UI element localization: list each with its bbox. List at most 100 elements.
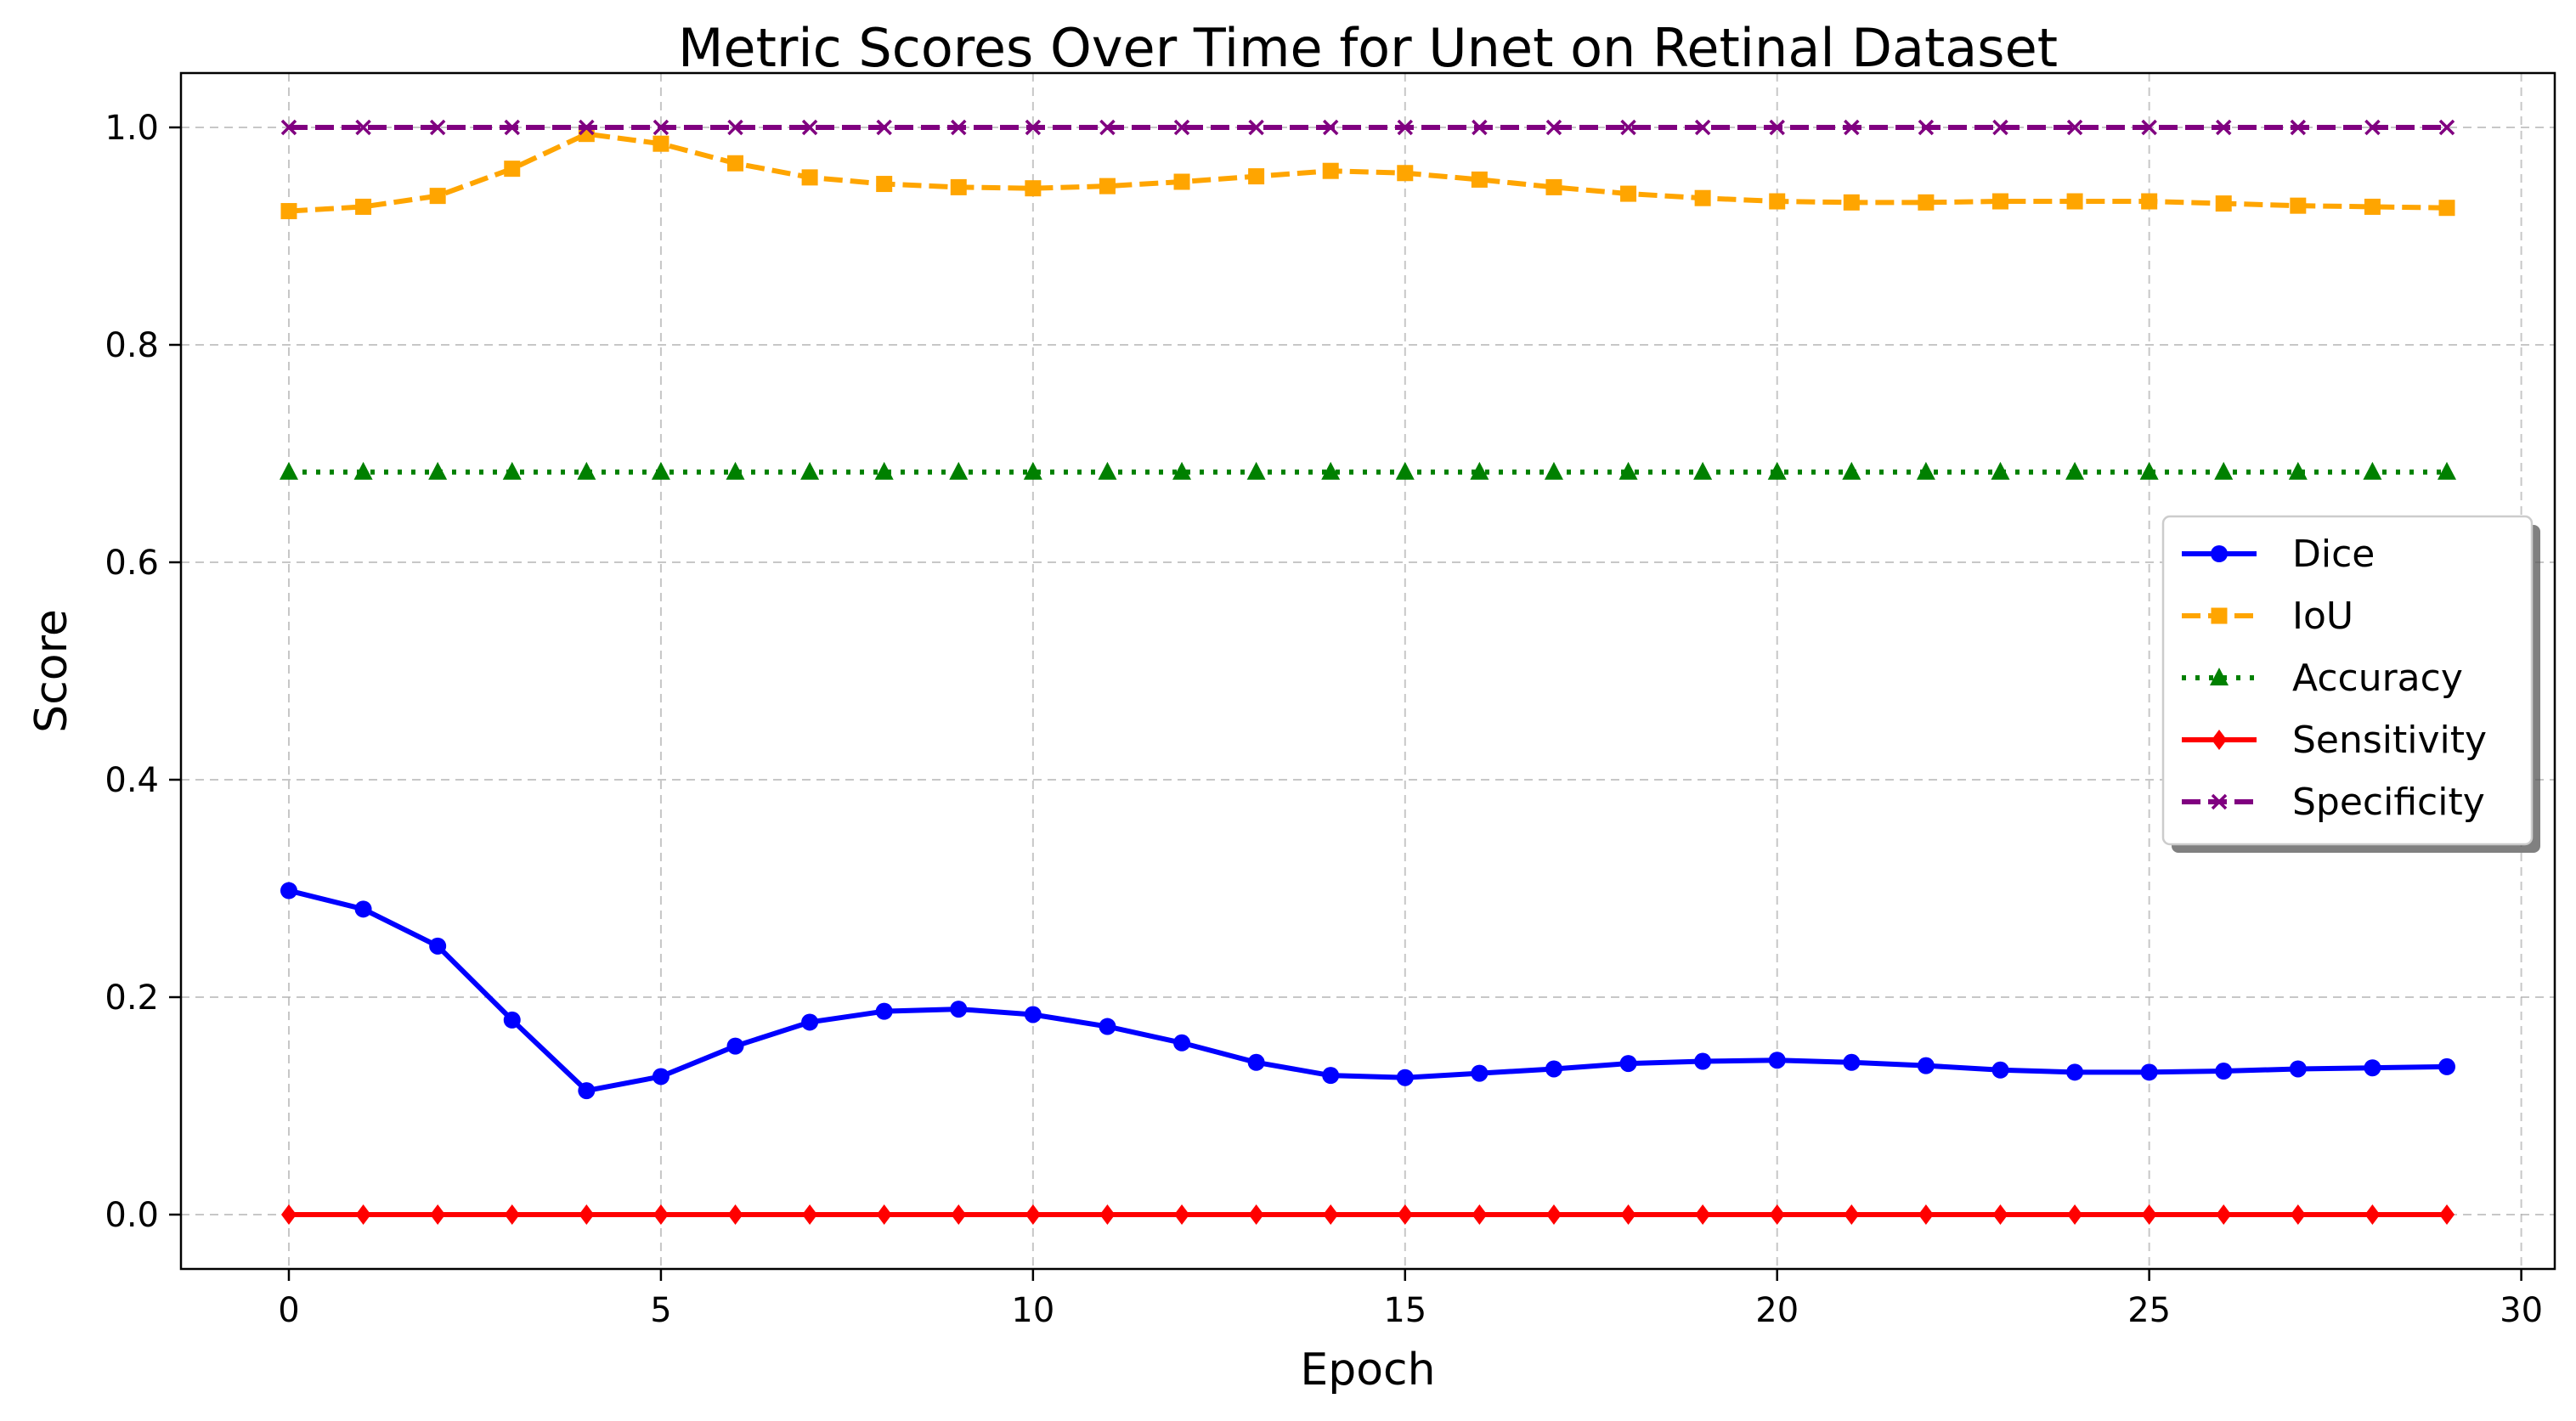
specificity-point	[801, 119, 818, 136]
specificity-point	[652, 119, 669, 136]
dice-point	[801, 1013, 819, 1031]
x-axis-label: Epoch	[1300, 1345, 1435, 1396]
accuracy-point	[1842, 461, 1861, 480]
x-marker-stroke	[951, 119, 967, 136]
x-marker-stroke	[1322, 119, 1339, 136]
x-marker-stroke	[504, 119, 520, 136]
x-marker-stroke	[1769, 119, 1785, 136]
sensitivity-point	[1025, 1204, 1041, 1225]
y-tick-label: 0.2	[105, 978, 159, 1018]
series-dice	[280, 882, 2455, 1100]
series-group	[280, 119, 2456, 1225]
dice-point	[578, 1082, 596, 1100]
specificity-point	[2216, 119, 2232, 136]
iou-point	[355, 198, 372, 215]
dice-point	[429, 937, 447, 955]
iou-point	[801, 169, 818, 186]
sensitivity-point	[2439, 1204, 2455, 1225]
dice-point	[1545, 1060, 1562, 1078]
accuracy-point	[1023, 461, 1042, 480]
dice-point	[1991, 1061, 2009, 1079]
x-tick-label: 15	[1383, 1291, 1426, 1330]
accuracy-point	[2214, 461, 2234, 480]
specificity-point	[1918, 119, 1935, 136]
x-tick-label: 30	[2500, 1291, 2543, 1330]
accuracy-point	[577, 461, 596, 480]
dice-point	[1396, 1069, 1414, 1086]
iou-point	[1918, 194, 1935, 211]
dice-point	[1843, 1053, 1861, 1071]
iou-point	[2364, 198, 2381, 215]
accuracy-point	[1767, 461, 1787, 480]
x-marker-stroke	[1992, 119, 2008, 136]
specificity-point	[1248, 119, 1264, 136]
iou-point	[1322, 162, 1339, 179]
sensitivity-point	[727, 1204, 743, 1225]
series-sensitivity	[281, 1204, 2455, 1225]
y-axis-label: Score	[26, 609, 77, 733]
iou-point	[429, 188, 446, 205]
accuracy-point	[1395, 461, 1415, 480]
iou-point	[1991, 193, 2008, 210]
dice-point	[726, 1037, 744, 1055]
x-marker-stroke	[1397, 119, 1414, 136]
legend-item-specificity: Specificity	[2182, 781, 2485, 824]
specificity-point	[2141, 119, 2157, 136]
iou-point	[1694, 189, 1711, 206]
specificity-point	[1620, 119, 1636, 136]
accuracy-point	[949, 461, 969, 480]
legend-label: Sensitivity	[2292, 719, 2487, 762]
iou-point	[2215, 195, 2232, 212]
sensitivity-point	[2216, 1204, 2232, 1225]
sensitivity-point	[1992, 1204, 2008, 1225]
specificity-point	[1694, 119, 1711, 136]
accuracy-point	[428, 461, 448, 480]
legend-label: Dice	[2292, 533, 2375, 576]
series-accuracy	[280, 461, 2456, 480]
x-marker-stroke	[2211, 793, 2228, 810]
dice-point	[2289, 1060, 2307, 1078]
series-specificity	[280, 119, 2455, 136]
specificity-point	[355, 119, 371, 136]
legend: Dice IoU Accuracy Sensitivity Specificity	[2161, 515, 2540, 853]
x-marker-stroke	[1248, 119, 1264, 136]
dice-point	[503, 1011, 521, 1029]
x-tick-label: 20	[1755, 1291, 1799, 1330]
x-marker-stroke	[1620, 119, 1636, 136]
specificity-point	[579, 119, 595, 136]
chart-title: Metric Scores Over Time for Unet on Reti…	[678, 17, 2058, 79]
specificity-point	[1397, 119, 1414, 136]
dice-point	[2438, 1057, 2455, 1075]
x-marker-stroke	[355, 119, 371, 136]
specificity-point	[2438, 119, 2455, 136]
x-marker-stroke	[1173, 119, 1190, 136]
x-marker-stroke	[1099, 119, 1116, 136]
iou-point	[1769, 193, 1786, 210]
x-marker-stroke	[2141, 119, 2157, 136]
legend-swatch-marker	[2211, 545, 2228, 562]
iou-point	[1025, 180, 1042, 197]
specificity-point	[1099, 119, 1116, 136]
accuracy-point	[2363, 461, 2382, 480]
x-marker-stroke	[2290, 119, 2307, 136]
iou-point	[1397, 165, 1414, 182]
iou-point	[1471, 171, 1488, 188]
iou-point	[1173, 173, 1190, 190]
sensitivity-point	[504, 1204, 520, 1225]
sensitivity-point	[2290, 1204, 2306, 1225]
accuracy-point	[280, 461, 298, 480]
dice-point	[1694, 1052, 1712, 1070]
dice-point	[280, 882, 297, 899]
dice-point	[652, 1068, 669, 1085]
sensitivity-point	[1323, 1204, 1339, 1225]
specificity-point	[1173, 119, 1190, 136]
accuracy-point	[1246, 461, 1266, 480]
dice-line	[288, 888, 2448, 1094]
iou-point	[652, 135, 669, 152]
accuracy-point	[2438, 461, 2456, 480]
sensitivity-point	[2141, 1204, 2157, 1225]
legend-item-sensitivity: Sensitivity	[2182, 719, 2487, 762]
accuracy-point	[874, 461, 894, 480]
iou-point	[2438, 200, 2455, 217]
